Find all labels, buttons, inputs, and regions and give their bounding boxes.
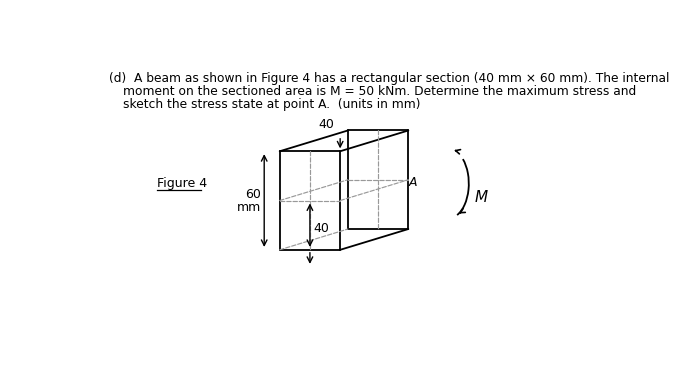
Text: moment on the sectioned area is M = 50 kNm. Determine the maximum stress and: moment on the sectioned area is M = 50 k… [123,85,636,98]
Text: Figure 4: Figure 4 [158,177,207,190]
Text: 40: 40 [318,118,334,131]
Text: mm: mm [237,201,261,214]
Text: 40: 40 [314,222,330,235]
Text: 60: 60 [245,188,261,201]
Text: M: M [474,190,487,205]
Text: (d)  A beam as shown in Figure 4 has a rectangular section (40 mm × 60 mm). The : (d) A beam as shown in Figure 4 has a re… [109,72,670,85]
Text: A: A [408,176,417,189]
Text: sketch the stress state at point A.  (units in mm): sketch the stress state at point A. (uni… [123,98,421,111]
